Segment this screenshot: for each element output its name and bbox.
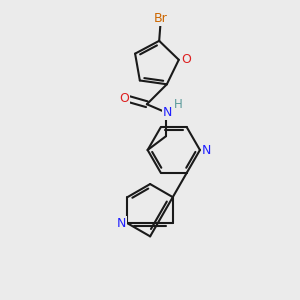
Text: N: N [163, 106, 172, 119]
Text: O: O [119, 92, 129, 105]
Text: N: N [202, 143, 211, 157]
Text: H: H [174, 98, 183, 111]
Text: O: O [181, 53, 191, 66]
Text: Br: Br [154, 12, 167, 25]
Text: N: N [116, 217, 126, 230]
